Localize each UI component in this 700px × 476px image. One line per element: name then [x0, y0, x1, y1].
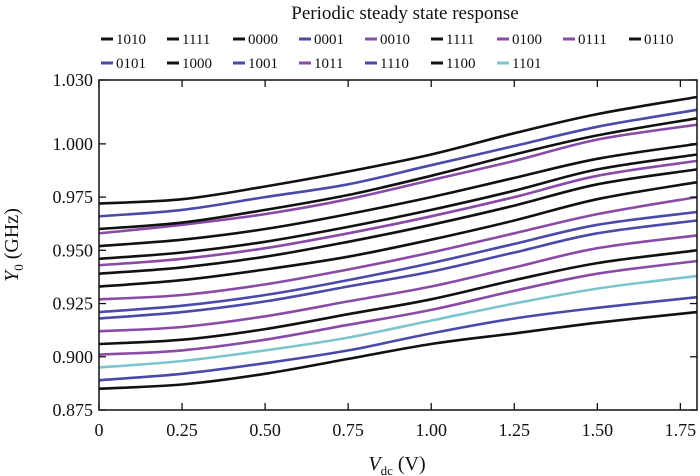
x-tick-label: 0.25 — [166, 420, 198, 440]
x-tick-label: 1.75 — [665, 420, 697, 440]
y-axis-label: Y0 (GHz) — [1, 208, 26, 282]
legend-label: 1110 — [380, 56, 409, 72]
legend-label: 1011 — [314, 56, 343, 72]
series-line-2 — [98, 142, 698, 248]
x-tick-label: 1.25 — [499, 420, 531, 440]
legend: 1010 1111 0000 0001 0010 1111 0100 0111 0110 0101… — [101, 32, 673, 72]
x-tick-label: 1.50 — [582, 420, 614, 440]
legend-label: 0000 — [248, 32, 278, 48]
legend-label: 0010 — [380, 32, 410, 48]
legend-label: 1111 — [182, 32, 210, 48]
x-tick-label: 0.50 — [249, 420, 281, 440]
series-line-7 — [98, 234, 698, 333]
legend-label: 0101 — [116, 56, 146, 72]
series-line-11 — [98, 295, 698, 382]
series-line-17 — [98, 259, 698, 356]
y-tick-label: 0.875 — [53, 400, 94, 420]
y-tick-label: 1.000 — [53, 134, 94, 154]
y-tick-label: 0.975 — [53, 187, 94, 207]
series-line-8 — [98, 168, 698, 275]
series-line-9 — [98, 219, 698, 320]
series-line-16 — [98, 117, 698, 231]
series-line-12 — [98, 159, 698, 267]
series-line-14 — [98, 249, 698, 346]
y-tick-label: 1.030 — [53, 70, 94, 90]
legend-label: 1010 — [116, 32, 146, 48]
x-axis: 0 0.25 0.50 0.75 1.00 1.25 1.50 1.75 — [95, 80, 697, 440]
legend-label: 0001 — [314, 32, 344, 48]
legend-label: 0100 — [512, 32, 542, 48]
series-line-6 — [98, 195, 698, 301]
legend-label: 0110 — [644, 32, 673, 48]
legend-label: 0111 — [578, 32, 607, 48]
x-tick-label: 0 — [95, 420, 104, 440]
series-layer — [98, 95, 698, 390]
series-line-4 — [98, 123, 698, 235]
series-line-10 — [98, 180, 698, 288]
legend-label: 1111 — [446, 32, 474, 48]
series-line-13 — [98, 210, 698, 314]
y-tick-label: 0.925 — [53, 294, 94, 314]
legend-label: 1001 — [248, 56, 278, 72]
plot-frame — [98, 79, 698, 411]
legend-label: 1000 — [182, 56, 212, 72]
y-tick-label: 0.950 — [53, 240, 94, 260]
series-line-3 — [98, 108, 698, 218]
legend-label: 1100 — [446, 56, 475, 72]
series-line-5 — [98, 153, 698, 261]
legend-label: 1101 — [512, 56, 541, 72]
y-tick-label: 0.900 — [53, 347, 94, 367]
x-tick-label: 1.00 — [415, 420, 447, 440]
series-line-15 — [98, 274, 698, 369]
x-axis-label: Vdc (V) — [368, 453, 425, 476]
series-line-0 — [98, 95, 698, 205]
x-tick-label: 0.75 — [332, 420, 364, 440]
chart-title: Periodic steady state response — [291, 3, 518, 24]
series-line-1 — [98, 310, 698, 390]
y-axis: 0.875 0.900 0.925 0.950 0.975 1.000 1.030 — [53, 70, 697, 420]
